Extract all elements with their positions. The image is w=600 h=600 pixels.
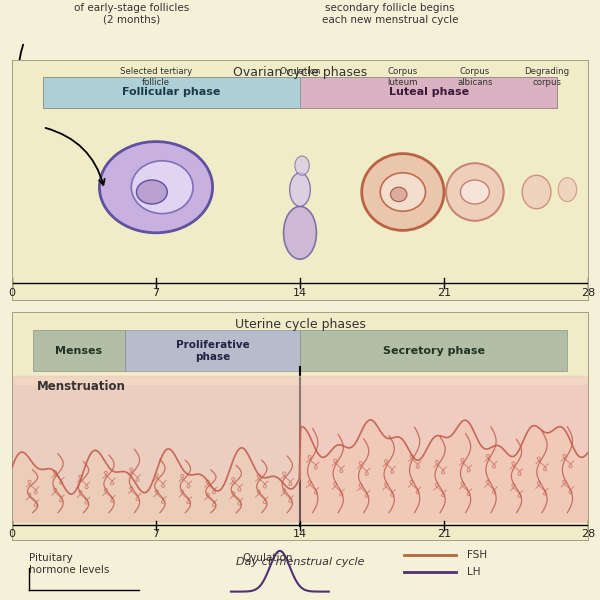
Text: Luteal phase: Luteal phase <box>389 88 469 97</box>
Text: Ovulation: Ovulation <box>279 67 321 76</box>
Bar <box>300 77 557 108</box>
Text: Menses: Menses <box>55 346 103 356</box>
Text: 21: 21 <box>437 529 451 539</box>
Bar <box>43 77 557 108</box>
Ellipse shape <box>284 206 316 259</box>
Text: LH: LH <box>467 568 481 577</box>
Ellipse shape <box>522 175 551 209</box>
Text: 21: 21 <box>437 287 451 298</box>
Bar <box>43 77 300 108</box>
Text: Proliferative
phase: Proliferative phase <box>176 340 250 362</box>
Text: 14: 14 <box>293 287 307 298</box>
Text: Secretory phase: Secretory phase <box>383 346 485 356</box>
Text: secondary follicle begins
each new menstrual cycle: secondary follicle begins each new menst… <box>322 3 458 25</box>
Text: Ovarian cycle phases: Ovarian cycle phases <box>233 66 367 79</box>
Text: 0: 0 <box>8 287 16 298</box>
Bar <box>125 330 300 371</box>
Ellipse shape <box>131 161 193 214</box>
Text: 28: 28 <box>581 529 595 539</box>
Ellipse shape <box>295 156 309 175</box>
Text: Follicular phase: Follicular phase <box>122 88 221 97</box>
Text: Ovulation: Ovulation <box>242 553 293 563</box>
Text: 7: 7 <box>152 529 160 539</box>
Bar <box>300 330 568 371</box>
Ellipse shape <box>100 142 212 233</box>
Ellipse shape <box>460 180 489 204</box>
Ellipse shape <box>446 163 503 221</box>
Ellipse shape <box>380 173 425 211</box>
Text: Menstruation: Menstruation <box>37 380 125 394</box>
Text: FSH: FSH <box>467 550 487 560</box>
Bar <box>12 385 588 522</box>
Text: Uterine cycle phases: Uterine cycle phases <box>235 318 365 331</box>
Text: 0: 0 <box>8 529 16 539</box>
Text: Corpus
albicans: Corpus albicans <box>457 67 493 86</box>
Ellipse shape <box>558 178 577 202</box>
Text: 14: 14 <box>293 529 307 539</box>
Text: Day of menstrual cycle: Day of menstrual cycle <box>236 314 364 325</box>
Bar <box>12 385 298 522</box>
Bar <box>32 330 125 371</box>
Text: Corpus
luteum: Corpus luteum <box>388 67 418 86</box>
Text: Selected tertiary
follicle: Selected tertiary follicle <box>120 67 192 86</box>
Text: Pituitary
hormone levels: Pituitary hormone levels <box>29 553 110 575</box>
Text: 28: 28 <box>581 287 595 298</box>
Ellipse shape <box>136 180 167 204</box>
Text: Day ct menstrual cycle: Day ct menstrual cycle <box>236 557 364 567</box>
Ellipse shape <box>362 154 444 230</box>
Text: Degrading
corpus: Degrading corpus <box>524 67 569 86</box>
Text: of early-stage follicles
(2 months): of early-stage follicles (2 months) <box>74 3 190 25</box>
Ellipse shape <box>391 187 407 202</box>
Ellipse shape <box>290 173 310 206</box>
Text: 7: 7 <box>152 287 160 298</box>
